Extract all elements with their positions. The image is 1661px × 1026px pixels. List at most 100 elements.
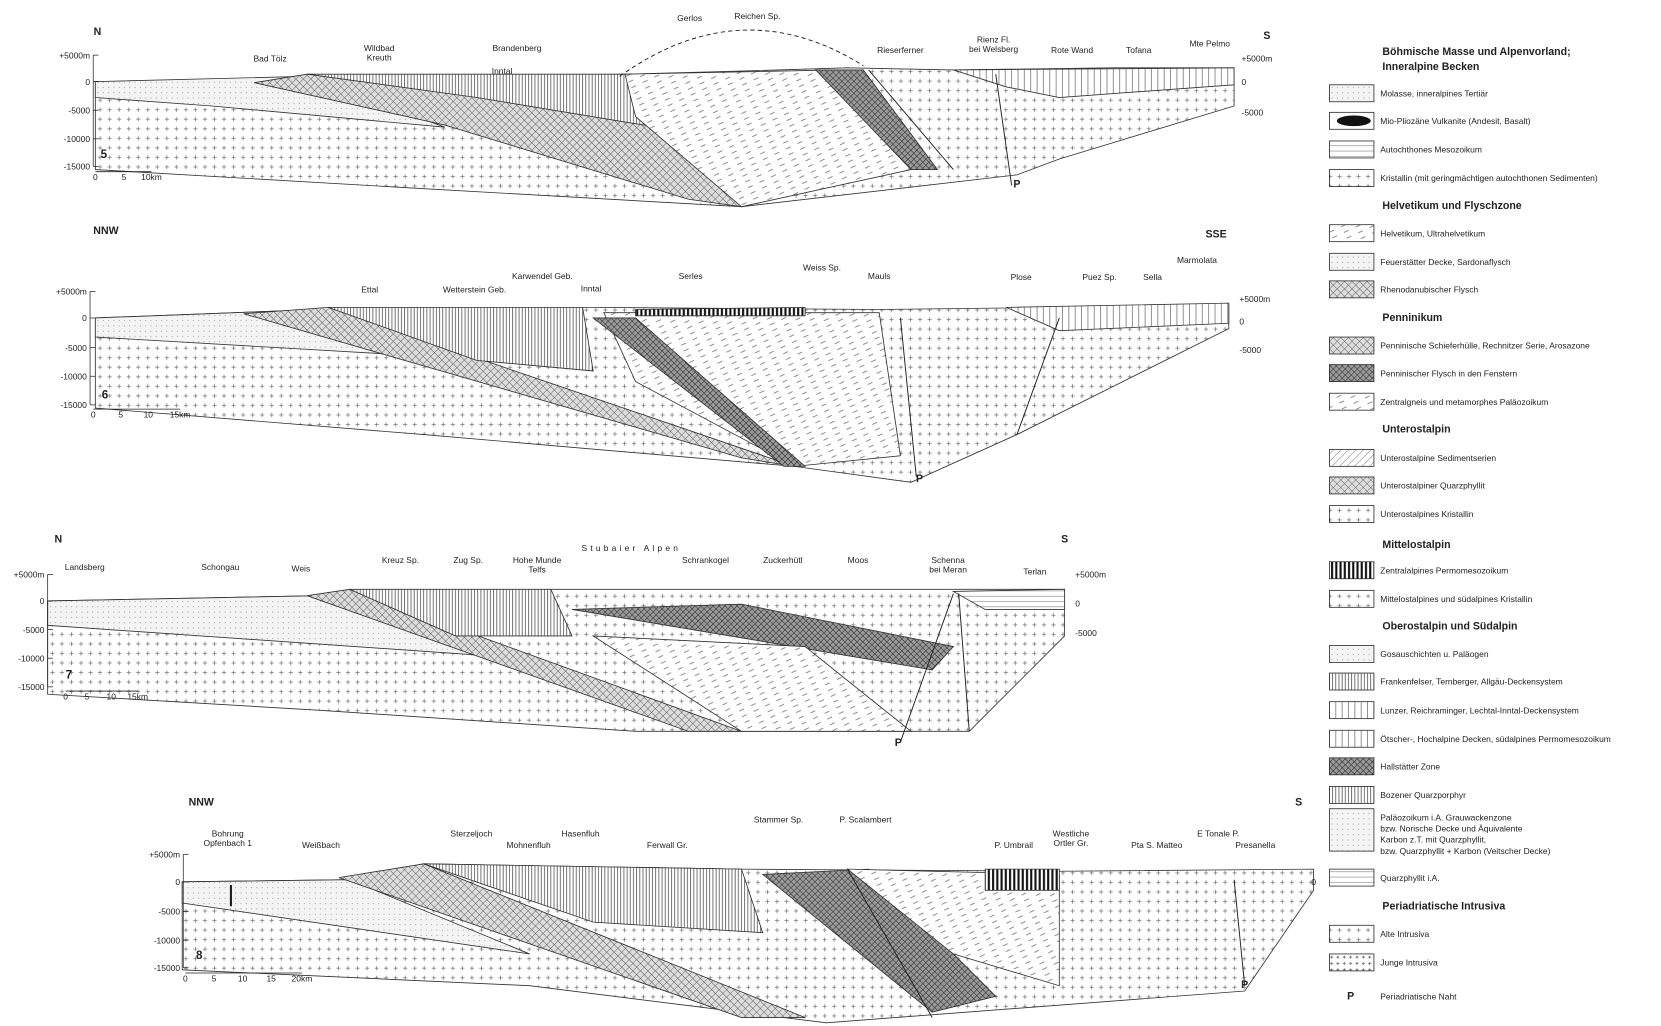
legend-swatch [1329,673,1373,690]
direction-left: NNW [189,797,214,809]
depth-label: 0 [1075,598,1080,608]
place-label: Serles [679,271,703,281]
depth-label: +5000m [1242,53,1273,63]
depth-label: -10000 [18,653,45,663]
legend-label: Kristallin (mit geringmächtigen autochth… [1380,173,1598,183]
legend-label: Unterostalpine Sedimentserien [1380,453,1496,463]
legend-label: Penninische Schieferhülle, Rechnitzer Se… [1380,341,1590,351]
place-label: Kreuth [367,52,392,62]
legend-swatch [1329,170,1373,187]
place-label: Hasenfluh [561,828,599,838]
legend-label: Junge Intrusiva [1380,958,1438,968]
legend-swatch [1329,141,1373,158]
scale-label: 10 [144,410,154,420]
scale-label: 10 [238,973,248,983]
place-label: Tofana [1126,45,1152,55]
scale-label: 5 [85,692,90,702]
legend-label: Zentralalpines Permomesozoikum [1380,565,1508,575]
legend-group-title: Mittelostalpin [1382,539,1450,551]
suture-marker: P [1241,979,1248,991]
legend-swatch-fill [1337,116,1371,127]
legend-label: bzw. Quarzphyllit + Karbon (Veitscher De… [1380,846,1550,856]
place-label: Kreuz Sp. [382,555,419,565]
section-number: 7 [66,668,72,681]
legend-group-title: Helvetikum und Flyschzone [1382,200,1521,212]
place-label: Reichen Sp. [734,11,780,21]
depth-label: -15000 [64,162,91,172]
place-label: Weißbach [302,840,340,850]
legend-label: Unterostalpiner Quarzphyllit [1380,481,1485,491]
place-label: Zuckerhütl [763,555,803,565]
depth-label: +5000m [59,50,90,60]
depth-label: 0 [40,596,45,606]
depth-label: -10000 [60,371,87,381]
place-label: Stammer Sp. [754,814,803,824]
place-label: Schongau [201,562,239,572]
depth-label: -15000 [154,963,181,973]
figure: NS5P+5000m0-5000-10000-15000+5000m0-5000… [0,0,1661,1026]
place-label: Ortler Gr. [1054,838,1089,848]
place-label: Gerlos [677,13,702,23]
legend-label: Quarzphyllit i.A. [1380,873,1439,883]
legend-swatch [1329,590,1373,607]
depth-label: -15000 [18,682,45,692]
section-number: 6 [102,389,109,402]
suture-marker: P [1013,179,1020,191]
scale-label: 5 [122,172,127,182]
depth-label: -5000 [23,625,45,635]
place-label: Telfs [528,564,545,574]
depth-label: +5000m [56,287,87,297]
place-label: Inntal [492,66,513,76]
depth-label: -10000 [64,134,91,144]
legend-swatch [1329,449,1373,466]
legend-group-title: Unterostalpin [1382,423,1450,435]
scale-label: 0 [93,172,98,182]
legend-group-title: Inneralpine Becken [1382,61,1479,73]
place-label: Schrankogel [682,555,729,565]
direction-left: NNW [93,225,118,237]
place-label: Bohrung [212,828,244,838]
place-label: Ferwall Gr. [647,840,688,850]
legend-label: Gosauschichten u. Paläogen [1380,649,1489,659]
place-label: Westliche [1053,828,1090,838]
direction-right: S [1061,534,1068,546]
place-label: Hohe Munde [513,555,562,565]
legend-label: Helvetikum, Ultrahelvetikum [1380,228,1485,238]
place-label: bei Welsberg [969,44,1019,54]
depth-label: +5000m [149,849,180,859]
place-label: Ettal [361,285,378,295]
legend-swatch [1329,365,1373,382]
depth-label: 0 [85,77,90,87]
legend-swatch [1329,506,1373,523]
place-label: Landsberg [65,562,105,572]
place-label: P. Umbrail [995,840,1034,850]
depth-label: -5000 [68,105,90,115]
depth-label: 0 [82,313,87,323]
place-label: Plose [1011,272,1032,282]
legend-label: Periadriatische Naht [1380,991,1457,1001]
place-label: Stubaier Alpen [582,543,682,553]
place-label: Karwendel Geb. [512,271,573,281]
depth-label: +5000m [1239,294,1270,304]
place-label: P. Scalambert [839,814,892,824]
place-label: Inntal [581,283,602,293]
place-label: Sella [1143,272,1162,282]
suture-marker: P [895,737,902,749]
depth-label: -10000 [154,935,181,945]
place-label: Sterzeljoch [450,828,492,838]
scale-label: 15 [266,973,276,983]
legend-swatch [1329,393,1373,410]
legend-swatch [1329,645,1373,662]
legend-label: Mio-Pliozäne Vulkanite (Andesit, Basalt) [1380,116,1530,126]
place-label: Rote Wand [1051,45,1093,55]
legend-label: Feuerstätter Decke, Sardonaflysch [1380,257,1511,267]
legend-label: Hallstätter Zone [1380,761,1440,771]
place-label: Moos [848,555,869,565]
place-label: E Tonale P. [1197,828,1239,838]
depth-label: -5000 [1075,628,1097,638]
legend-label: Autochthones Mesozoikum [1380,145,1482,155]
legend-group-title: Böhmische Masse und Alpenvorland; [1382,46,1570,58]
suture-marker: P [916,473,923,485]
legend-swatch [1329,758,1373,775]
rock-unit [985,869,1059,890]
